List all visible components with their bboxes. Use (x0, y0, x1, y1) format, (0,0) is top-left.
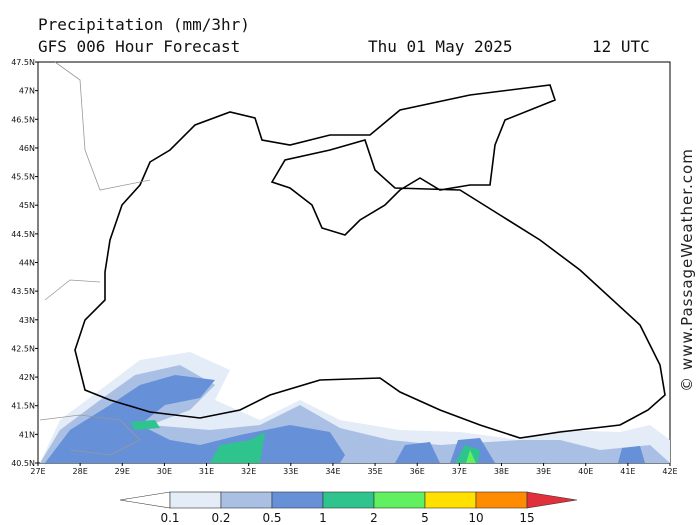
precip-area (130, 420, 480, 463)
lon-label: 39E (536, 467, 551, 476)
date: Thu 01 May 2025 (368, 37, 513, 56)
legend-label: 0.1 (160, 511, 179, 525)
legend-label: 2 (370, 511, 378, 525)
legend-swatch (220, 491, 273, 509)
lat-label: 45N (19, 201, 35, 210)
precip-area (395, 438, 645, 463)
legend-label: 0.2 (211, 511, 230, 525)
legend-swatch (526, 491, 578, 509)
border (39, 61, 151, 456)
lat-label: 43.5N (11, 287, 35, 296)
lon-label: 35E (367, 467, 382, 476)
precip (40, 352, 670, 463)
legend-swatch (475, 491, 528, 509)
lat-label: 41N (19, 430, 35, 439)
lat-label: 45.5N (11, 173, 35, 182)
lat-label: 42N (19, 373, 35, 382)
lon-label: 41E (620, 467, 635, 476)
lat-label: 44.5N (11, 230, 35, 239)
legend-swatch (169, 491, 222, 509)
lat-label: 46N (19, 144, 35, 153)
lon-label: 42E (662, 467, 677, 476)
lat-label: 42.5N (11, 344, 35, 353)
legend-swatch (424, 491, 477, 509)
map-area (37, 61, 671, 464)
legend-label: 0.5 (262, 511, 281, 525)
lon-label: 36E (410, 467, 425, 476)
lon-label: 29E (115, 467, 130, 476)
watermark: © www.PassageWeather.com (678, 148, 696, 392)
lon-label: 33E (283, 467, 298, 476)
legend-label: 1 (319, 511, 327, 525)
lat-label: 47N (19, 87, 35, 96)
subtitle: GFS 006 Hour Forecast (38, 37, 240, 56)
lon-label: 37E (452, 467, 467, 476)
lon-label: 30E (157, 467, 172, 476)
lat-label: 41.5N (11, 402, 35, 411)
precip-area (45, 375, 345, 463)
lat-axis: 47.5N 47N 46.5N 46N 45.5N 45N 44.5N 44N 43.5N 43N… (11, 58, 38, 468)
lon-label: 40E (578, 467, 593, 476)
legend: 0.1 0.2 0.5 1 2 5 10 15 (119, 491, 578, 525)
legend-swatch (271, 491, 324, 509)
lon-label: 28E (73, 467, 88, 476)
legend-label: 15 (519, 511, 534, 525)
lon-label: 32E (241, 467, 256, 476)
legend-label: 10 (468, 511, 483, 525)
lat-label: 46.5N (11, 115, 35, 124)
precip-area (466, 450, 476, 463)
legend-label: 5 (421, 511, 429, 525)
legend-swatch (322, 491, 375, 509)
legend-swatch (373, 491, 426, 509)
time: 12 UTC (592, 37, 650, 56)
lon-label: 31E (199, 467, 214, 476)
lat-label: 47.5N (11, 58, 35, 67)
lon-label: 34E (325, 467, 340, 476)
lat-label: 44N (19, 259, 35, 268)
lon-label: 27E (30, 467, 45, 476)
legend-swatch (119, 491, 171, 509)
title: Precipitation (mm/3hr) (38, 15, 250, 34)
lat-label: 40.5N (11, 459, 35, 468)
lon-label: 38E (494, 467, 509, 476)
lat-label: 43N (19, 316, 35, 325)
lon-axis: 27E 28E 29E 30E 31E 32E 33E 34E 35E 36E 37E 38E 39E 4… (30, 463, 678, 476)
coastline (74, 84, 666, 439)
